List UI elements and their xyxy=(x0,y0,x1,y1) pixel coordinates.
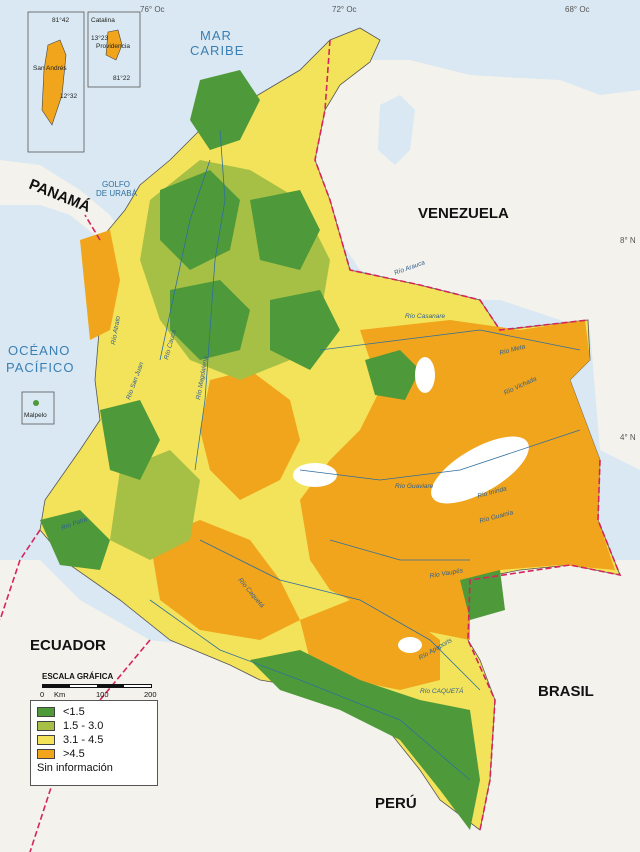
coord-4n: 4° N xyxy=(620,433,636,442)
zone-green-east xyxy=(460,570,505,620)
legend-item: 1.5 - 3.0 xyxy=(37,719,151,733)
legend-label: <1.5 xyxy=(63,706,85,718)
zone-orange-south xyxy=(150,520,300,640)
coord-8n: 8° N xyxy=(620,236,636,245)
legend-item: 3.1 - 4.5 xyxy=(37,733,151,747)
scale-title: ESCALA GRÁFICA xyxy=(42,672,114,681)
inset-malpelo: Malpelo xyxy=(21,391,55,425)
legend-item: Sin información xyxy=(37,761,151,775)
river-meta xyxy=(319,329,581,351)
legend-label: >4.5 xyxy=(63,748,85,760)
label-pacifico: PACÍFICO xyxy=(6,360,74,375)
legend-label: 1.5 - 3.0 xyxy=(63,720,104,732)
label-brasil: BRASIL xyxy=(538,683,594,700)
zone-orange-central xyxy=(200,370,300,500)
no-data-patch-4 xyxy=(398,637,422,653)
scale-bar: ESCALA GRÁFICA 0 Km 100 200 xyxy=(30,672,160,700)
zone-green-amazon xyxy=(250,650,480,830)
legend-swatch-yellow xyxy=(37,735,55,745)
label-mar: MAR xyxy=(200,28,232,43)
coord-12-32: 12°32 xyxy=(60,92,77,100)
label-ecuador: ECUADOR xyxy=(30,637,106,654)
zone-green-andes3 xyxy=(170,280,250,360)
inset-san-andres: San Andrés 81°42 12°32 xyxy=(27,11,85,153)
label-oceano: OCÉANO xyxy=(8,343,70,358)
label-catalina: Catalina xyxy=(91,17,115,24)
label-caribe: CARIBE xyxy=(190,43,244,58)
river-magdalena xyxy=(194,129,226,471)
label-golfo: GOLFO xyxy=(102,180,130,189)
scale-label-0: 0 xyxy=(40,690,45,699)
no-data-patch-1 xyxy=(431,436,529,504)
panama-land xyxy=(0,160,120,235)
lake-maracaibo xyxy=(378,95,415,165)
legend: <1.5 1.5 - 3.0 3.1 - 4.5 >4.5 Sin inform… xyxy=(30,700,158,786)
label-venezuela: VENEZUELA xyxy=(418,205,509,222)
label-providencia: Providencia xyxy=(96,43,130,50)
coord-81-42: 81°42 xyxy=(52,16,69,24)
river-cauca xyxy=(159,159,211,361)
inset-providencia: Catalina Providencia 13°23 81°22 xyxy=(87,11,141,88)
zone-green-north xyxy=(190,70,260,150)
river-label-caqueta2: Río CAQUETÁ xyxy=(420,686,464,695)
rivers xyxy=(149,129,581,781)
coord-72: 72° Oc xyxy=(332,5,357,14)
no-data-patch-2 xyxy=(293,463,337,487)
zone-green-andes2 xyxy=(250,190,320,270)
coord-68: 68° Oc xyxy=(565,5,590,14)
legend-label-no-data: Sin información xyxy=(37,762,113,774)
legend-item: >4.5 xyxy=(37,747,151,761)
river-vaupes xyxy=(329,539,470,561)
scale-label-km: Km xyxy=(54,690,66,699)
legend-item: <1.5 xyxy=(37,705,151,719)
label-peru: PERÚ xyxy=(375,794,417,812)
zone-green-andes1 xyxy=(160,170,240,270)
zone-orange-west xyxy=(80,230,120,340)
river-guaviare xyxy=(299,429,581,481)
border-line xyxy=(0,39,622,852)
zone-green-southwest xyxy=(40,510,110,570)
scale-graphic xyxy=(42,684,152,688)
coord-81-22: 81°22 xyxy=(113,74,130,82)
zone-green-pacific xyxy=(100,400,160,480)
coord-13-23: 13°23 xyxy=(91,34,108,42)
zone-green-llanos xyxy=(365,350,420,400)
coord-76: 76° Oc xyxy=(140,5,165,14)
river-caqueta xyxy=(199,539,481,691)
no-data-patch-3 xyxy=(415,357,435,393)
scale-label-200: 200 xyxy=(144,690,157,699)
label-malpelo: Malpelo xyxy=(24,412,47,419)
legend-label: 3.1 - 4.5 xyxy=(63,734,104,746)
legend-swatch-green xyxy=(37,707,55,717)
label-san-andres: San Andrés xyxy=(33,65,67,72)
legend-swatch-olive xyxy=(37,721,55,731)
river-label-guaviare: Río Guaviare xyxy=(395,483,434,490)
legend-swatch-orange xyxy=(37,749,55,759)
scale-label-100: 100 xyxy=(96,690,109,699)
river-label-casanare: Río Casanare xyxy=(405,313,445,320)
river-putumayo xyxy=(149,599,471,781)
label-uraba: DE URABÁ xyxy=(96,189,138,198)
